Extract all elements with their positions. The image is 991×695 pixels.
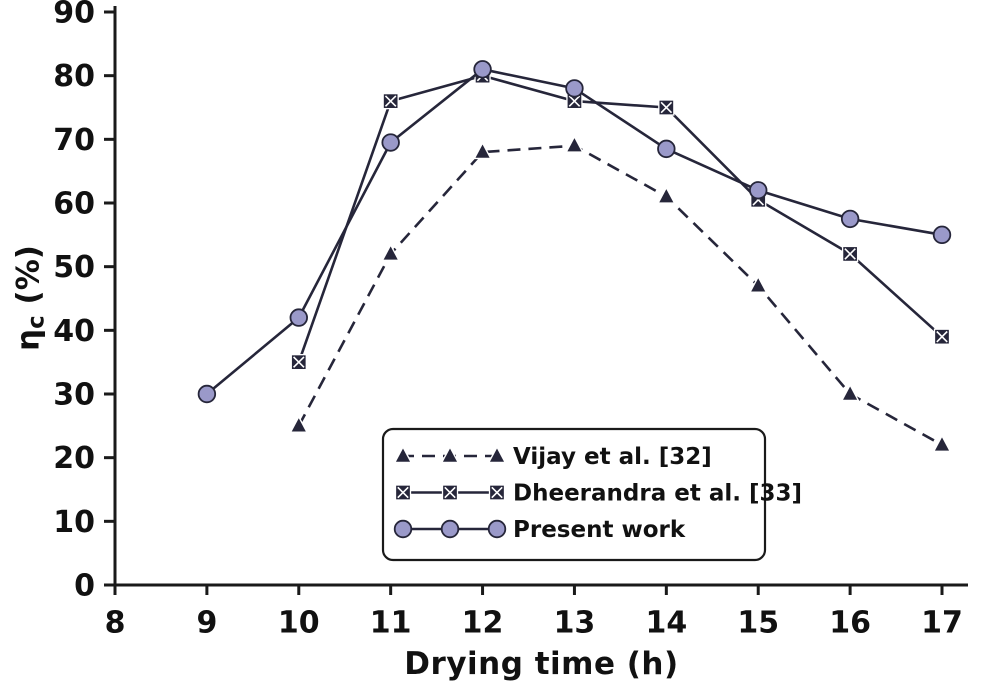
- circle-marker: [840, 209, 860, 229]
- legend-box: [381, 427, 767, 562]
- triangle-marker: [393, 445, 413, 464]
- circle-marker: [473, 60, 492, 79]
- y-tick-label: 70: [53, 123, 95, 158]
- y-tick-label: 20: [53, 441, 95, 476]
- y-tick-label: 50: [53, 250, 95, 285]
- triangle-marker: [473, 141, 492, 160]
- x-tick-label: 9: [196, 606, 217, 641]
- triangle-marker: [565, 135, 584, 153]
- y-axis-symbol: η: [10, 328, 47, 351]
- x-tick-label: 14: [645, 606, 687, 641]
- triangle-marker: [656, 186, 676, 204]
- square-x-marker: [658, 99, 675, 116]
- square-x-marker: [382, 92, 399, 110]
- triangle-marker: [289, 415, 309, 433]
- x-tick-label: 12: [462, 606, 504, 641]
- x-tick-label: 17: [921, 606, 963, 641]
- y-axis-unit: (%): [10, 245, 47, 305]
- legend-label: Present work: [513, 517, 686, 543]
- circle-marker: [440, 519, 460, 539]
- x-axis-title: Drying time (h): [404, 646, 679, 682]
- series-line-0: [297, 144, 943, 447]
- triangle-marker: [440, 445, 460, 464]
- circle-marker: [565, 79, 584, 98]
- legend-label: Vijay et al. [32]: [513, 444, 712, 470]
- x-tick-label: 10: [278, 606, 320, 641]
- circle-marker: [197, 384, 217, 404]
- circle-marker: [289, 308, 308, 327]
- triangle-marker: [487, 445, 507, 464]
- triangle-marker: [748, 275, 768, 293]
- series-line-1: [297, 74, 943, 363]
- square-x-marker: [933, 328, 951, 345]
- legend: Vijay et al. [32] Dheerandra et al. [33] P…: [381, 427, 802, 562]
- y-tick-label: 60: [53, 187, 95, 222]
- circle-marker: [932, 225, 952, 245]
- y-tick-label: 80: [53, 59, 95, 94]
- circle-marker: [487, 519, 507, 539]
- circle-marker: [393, 519, 413, 539]
- square-x-marker: [488, 484, 506, 501]
- legend-item: Vijay et al. [32]: [393, 444, 712, 470]
- y-axis-title: ηc (%): [10, 245, 49, 351]
- x-tick-label: 11: [370, 606, 412, 641]
- legend-item: Present work: [393, 517, 686, 543]
- triangle-marker: [932, 434, 952, 453]
- y-tick-label: 40: [53, 314, 95, 349]
- square-x-marker: [441, 484, 459, 501]
- circle-marker: [657, 139, 676, 159]
- series-line-2: [206, 68, 943, 395]
- triangle-marker: [381, 243, 401, 262]
- y-tick-label: 0: [74, 569, 95, 604]
- square-x-marker: [290, 354, 307, 371]
- x-tick-label: 16: [829, 606, 871, 641]
- legend-label: Dheerandra et al. [33]: [513, 481, 802, 507]
- square-x-marker: [394, 484, 412, 501]
- circle-marker: [749, 181, 768, 200]
- circle-marker: [381, 133, 400, 152]
- x-tick-label: 15: [737, 606, 779, 641]
- y-axis-subscript: c: [23, 315, 50, 329]
- y-tick-label: 30: [53, 378, 95, 413]
- y-tick-label: 90: [53, 0, 95, 31]
- triangle-marker: [840, 383, 860, 402]
- y-tick-label: 10: [53, 505, 95, 540]
- x-tick-label: 8: [105, 606, 126, 641]
- square-x-marker: [841, 245, 859, 263]
- x-tick-label: 13: [554, 606, 596, 641]
- legend-item: Dheerandra et al. [33]: [394, 481, 802, 507]
